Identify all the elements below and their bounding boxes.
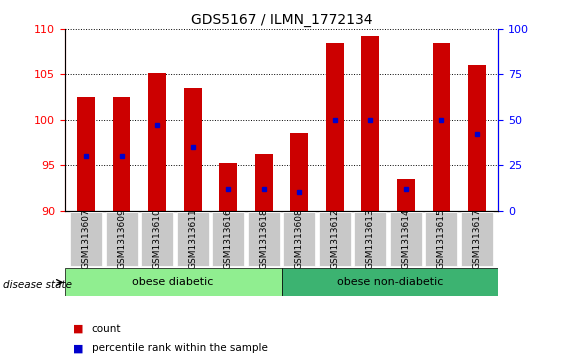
Text: GSM1313609: GSM1313609	[117, 208, 126, 269]
FancyBboxPatch shape	[177, 212, 209, 266]
Text: GSM1313612: GSM1313612	[330, 208, 339, 269]
Text: GSM1313614: GSM1313614	[401, 208, 410, 269]
Text: GSM1313611: GSM1313611	[188, 208, 197, 269]
Text: disease state: disease state	[3, 280, 72, 290]
Text: GSM1313613: GSM1313613	[366, 208, 375, 269]
Bar	[291, 133, 308, 211]
FancyBboxPatch shape	[426, 212, 457, 266]
Title: GDS5167 / ILMN_1772134: GDS5167 / ILMN_1772134	[191, 13, 372, 26]
Bar	[468, 65, 486, 211]
Text: GSM1313616: GSM1313616	[224, 208, 233, 269]
Text: GSM1313608: GSM1313608	[295, 208, 304, 269]
Text: GSM1313607: GSM1313607	[82, 208, 91, 269]
Bar	[113, 97, 131, 211]
FancyBboxPatch shape	[141, 212, 173, 266]
Bar	[326, 42, 343, 211]
FancyBboxPatch shape	[282, 268, 498, 296]
Bar	[361, 36, 379, 211]
Bar	[220, 163, 237, 211]
Bar	[397, 179, 415, 211]
FancyBboxPatch shape	[70, 212, 102, 266]
Text: obese diabetic: obese diabetic	[132, 277, 214, 287]
Text: count: count	[92, 323, 121, 334]
Text: GSM1313610: GSM1313610	[153, 208, 162, 269]
Text: ■: ■	[73, 343, 84, 354]
Text: ■: ■	[73, 323, 84, 334]
Bar	[184, 88, 202, 211]
FancyBboxPatch shape	[354, 212, 386, 266]
FancyBboxPatch shape	[248, 212, 280, 266]
FancyBboxPatch shape	[390, 212, 422, 266]
Text: GSM1313617: GSM1313617	[472, 208, 481, 269]
FancyBboxPatch shape	[461, 212, 493, 266]
Text: obese non-diabetic: obese non-diabetic	[337, 277, 443, 287]
Bar	[77, 97, 95, 211]
Bar	[148, 73, 166, 211]
Text: percentile rank within the sample: percentile rank within the sample	[92, 343, 267, 354]
Text: GSM1313618: GSM1313618	[259, 208, 268, 269]
FancyBboxPatch shape	[65, 268, 282, 296]
Bar	[255, 154, 272, 211]
FancyBboxPatch shape	[283, 212, 315, 266]
FancyBboxPatch shape	[212, 212, 244, 266]
FancyBboxPatch shape	[106, 212, 137, 266]
Text: GSM1313615: GSM1313615	[437, 208, 446, 269]
FancyBboxPatch shape	[319, 212, 351, 266]
Bar	[432, 42, 450, 211]
